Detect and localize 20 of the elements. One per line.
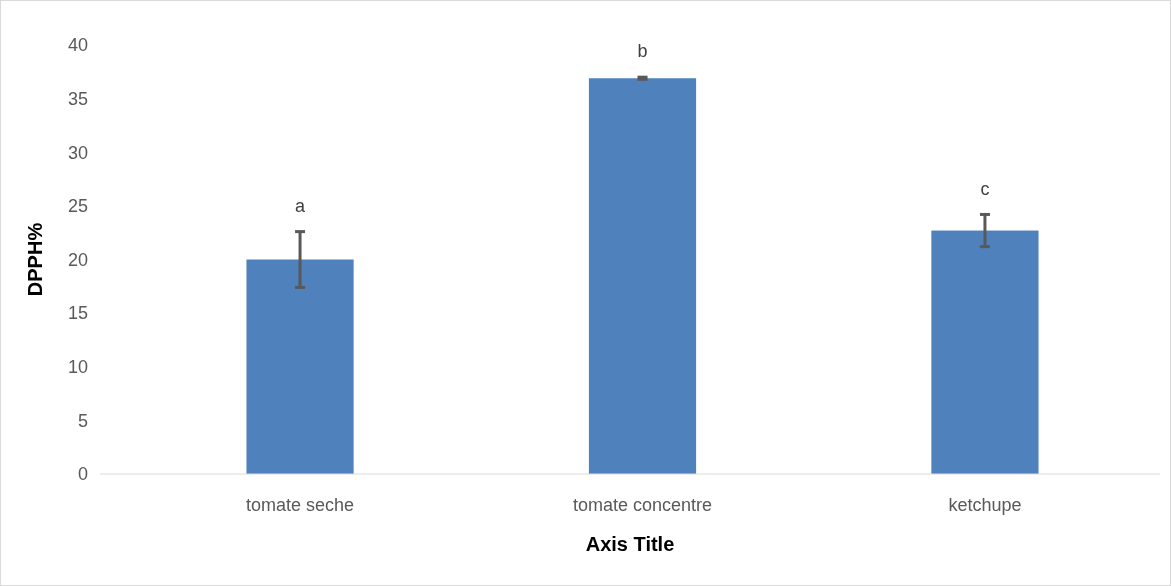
- x-tick-label: tomate seche: [246, 495, 355, 515]
- y-tick-label: 10: [67, 357, 88, 378]
- significance-letter: b: [637, 41, 648, 62]
- significance-letter: c: [980, 178, 990, 199]
- x-tick-label: ketchupe: [948, 495, 1022, 515]
- bar: [588, 78, 697, 474]
- y-tick-label: 30: [67, 142, 88, 163]
- x-tick-label: tomate concentre: [572, 495, 713, 515]
- y-tick-label: 20: [67, 249, 88, 270]
- y-tick-label: 35: [67, 88, 88, 109]
- y-tick-label: 15: [67, 303, 88, 324]
- x-axis-title: Axis Title: [585, 533, 675, 555]
- bar: [246, 259, 354, 474]
- y-axis-title: DPPH%: [24, 222, 46, 297]
- bar: [931, 230, 1039, 474]
- y-tick-label: 0: [77, 464, 88, 485]
- y-tick-label: 25: [67, 196, 88, 217]
- significance-letter: a: [295, 195, 306, 216]
- y-tick-label: 40: [67, 35, 88, 56]
- y-tick-label: 5: [77, 410, 88, 431]
